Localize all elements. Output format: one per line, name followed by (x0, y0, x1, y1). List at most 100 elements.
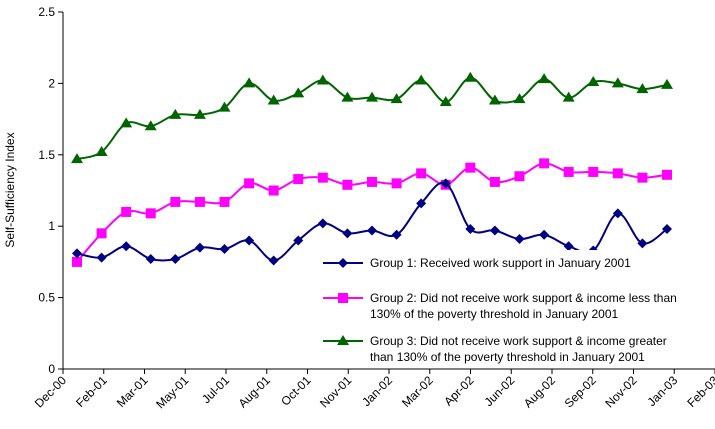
legend-label: Group 1: Received work support in Januar… (370, 256, 631, 270)
diamond-marker (72, 248, 82, 259)
x-tick-label: Mar-01 (114, 373, 151, 410)
triangle-marker (464, 71, 477, 82)
series-group (71, 71, 673, 267)
square-marker (244, 178, 255, 189)
series-diamond (72, 178, 672, 266)
diamond-marker (121, 241, 132, 252)
square-marker (72, 256, 82, 267)
diamond-marker (440, 178, 451, 189)
y-tick-label: 1 (48, 219, 55, 233)
square-marker (391, 178, 402, 189)
square-marker (293, 174, 304, 185)
square-marker (514, 171, 525, 182)
square-marker (121, 206, 132, 217)
diamond-marker (244, 235, 255, 246)
series-line (76, 181, 668, 262)
triangle-marker (337, 335, 349, 345)
y-tick-label: 0 (48, 362, 55, 376)
square-marker (342, 179, 353, 190)
square-marker (637, 172, 648, 183)
diamond-marker (317, 218, 328, 229)
diamond-marker (342, 228, 353, 239)
diamond-marker (293, 235, 304, 246)
triangle-marker (611, 77, 624, 88)
triangle-marker (218, 101, 231, 112)
y-tick-label: 2 (48, 76, 55, 90)
triangle-marker (193, 108, 206, 119)
x-tick-label: Feb-01 (73, 373, 110, 410)
diamond-marker (612, 208, 623, 219)
x-tick-label: Nov-01 (317, 373, 354, 410)
series-square (72, 158, 672, 267)
diamond-marker (514, 234, 525, 245)
x-tick-label: Aug-01 (236, 373, 273, 410)
triangle-marker (341, 91, 354, 102)
legend-background (318, 250, 684, 362)
series-triangle (71, 71, 673, 164)
x-tick-label: Jan-03 (645, 373, 681, 409)
square-marker (489, 176, 500, 187)
square-marker (465, 162, 476, 173)
x-tick-label: Apr-02 (441, 373, 477, 409)
y-tick-label: 1.5 (38, 148, 55, 162)
triangle-marker (144, 120, 157, 131)
square-marker (170, 196, 181, 207)
square-marker (612, 168, 623, 179)
diamond-marker (338, 258, 348, 268)
triangle-marker (95, 145, 108, 156)
diamond-marker (416, 198, 427, 209)
diamond-marker (219, 244, 230, 255)
diamond-marker (194, 242, 205, 253)
y-tick-label: 0.5 (38, 291, 55, 305)
triangle-marker (661, 78, 673, 89)
triangle-marker (316, 74, 329, 85)
x-tick-label: Mar-02 (399, 373, 436, 410)
x-tick-label: Sep-02 (562, 373, 599, 410)
triangle-marker (169, 108, 182, 119)
legend-label: Group 3: Did not receive work support & … (370, 334, 667, 348)
diamond-marker (96, 252, 107, 263)
x-tick-label: May-01 (153, 373, 191, 411)
triangle-marker (562, 91, 575, 102)
square-marker (317, 172, 328, 183)
square-marker (563, 166, 574, 177)
square-marker (367, 176, 377, 187)
x-tick-label: Aug-02 (521, 373, 558, 410)
diamond-marker (539, 229, 550, 240)
triangle-marker (366, 91, 378, 102)
triangle-marker (587, 75, 600, 86)
triangle-marker (267, 94, 280, 105)
square-marker (219, 196, 230, 207)
x-tick-label: Jun-02 (482, 373, 518, 409)
square-marker (416, 168, 427, 179)
diamond-marker (391, 229, 402, 240)
x-tick-label: Jul-01 (199, 373, 232, 406)
triangle-marker (390, 93, 403, 104)
triangle-marker (292, 87, 305, 98)
legend-label: 130% of the poverty threshold in January… (370, 307, 618, 321)
triangle-marker (513, 93, 526, 104)
legend-label: than 130% of the poverty threshold in Ja… (370, 350, 645, 364)
square-marker (539, 158, 550, 169)
x-tick-label: Nov-02 (602, 373, 639, 410)
diamond-marker (662, 224, 672, 235)
x-tick-label: Dec-00 (32, 373, 69, 410)
diamond-marker (170, 254, 181, 265)
square-marker (338, 293, 348, 303)
square-marker (96, 228, 107, 239)
x-tick-label: Feb-03 (684, 373, 715, 410)
triangle-marker (439, 95, 452, 106)
square-marker (662, 169, 672, 180)
triangle-marker (636, 83, 649, 94)
y-tick-label: 2.5 (38, 5, 55, 19)
y-axis-label: Self-Sufficiency Index (3, 132, 17, 247)
legend-label: Group 2: Did not receive work support & … (370, 291, 677, 305)
diamond-marker (465, 224, 476, 235)
diamond-marker (489, 225, 500, 236)
triangle-marker (71, 153, 83, 164)
triangle-marker (538, 73, 551, 84)
square-marker (194, 196, 205, 207)
diamond-marker (268, 255, 279, 266)
diamond-marker (367, 225, 377, 236)
